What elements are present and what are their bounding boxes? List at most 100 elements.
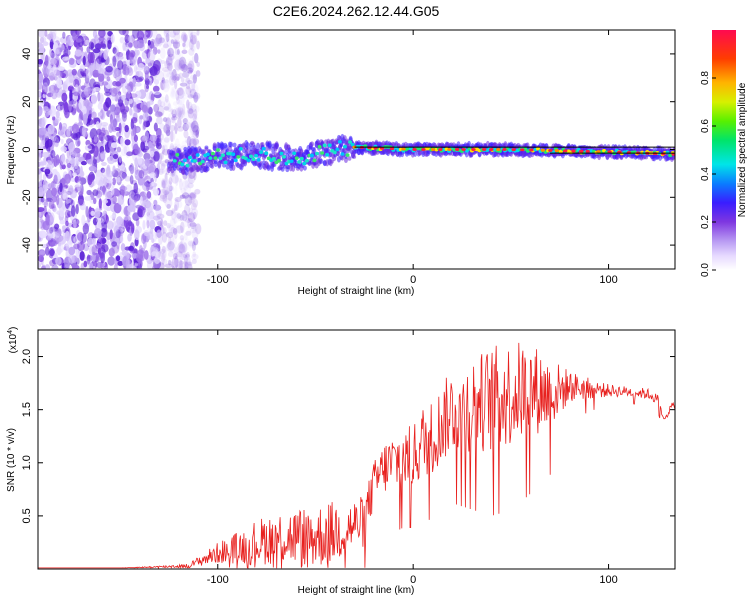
heatmap-noise-cell [93,36,99,42]
heatmap-ridge-core [221,153,226,157]
heatmap-noise-cell [134,157,138,168]
heatmap-noise-cell [44,264,51,269]
heatmap-noise-cell [176,126,184,132]
heatmap-noise-cell [167,47,175,58]
heatmap-noise-cell [164,177,169,184]
heatmap-noise-cell [190,132,196,138]
heatmap-noise-cell [113,135,118,142]
spectrogram-x-label: Height of straight line (km) [298,286,415,297]
heatmap-noise-cell [173,216,177,225]
heatmap-ridge-halo [302,155,307,160]
heatmap-noise-cell [114,221,119,227]
heatmap-noise-cell [153,199,158,206]
heatmap-noise-cell [187,240,196,247]
heatmap-noise-cell [51,116,56,121]
heatmap-noise-cell [167,243,174,252]
heatmap-noise-cell [113,168,122,178]
heatmap-noise-cell [173,39,178,50]
heatmap-noise-cell [73,219,77,229]
heatmap-noise-cell [176,87,184,96]
heatmap-noise-cell [124,139,131,146]
heatmap-noise-cell [161,77,165,84]
heatmap-noise-cell [188,39,194,50]
heatmap-noise-cell [192,198,199,208]
heatmap-ridge-core [350,142,355,147]
heatmap-noise-cell [160,160,168,167]
heatmap-noise-cell [86,46,91,54]
heatmap-noise-cell [66,126,71,139]
heatmap-noise-cell [196,30,200,36]
heatmap-noise-cell [81,125,86,137]
heatmap-noise-cell [190,31,198,38]
heatmap-noise-cell [161,252,165,265]
heatmap-noise-cell [173,49,181,61]
heatmap-noise-cell [181,61,189,69]
heatmap-noise-cell [157,220,163,226]
heatmap-noise-cell [130,223,135,234]
heatmap-noise-cell [187,69,193,75]
heatmap-ridge-core [317,144,322,149]
heatmap-peak-cell [412,148,417,151]
heatmap-noise-cell [176,251,183,258]
heatmap-noise-cell [169,124,176,132]
heatmap-noise-cell [153,204,162,211]
heatmap-noise-cell [155,218,164,224]
heatmap-noise-cell [65,220,69,227]
heatmap-noise-cell [118,122,122,134]
heatmap-noise-cell [42,41,49,47]
heatmap-noise-cell [38,255,44,263]
heatmap-noise-cell [92,30,98,39]
heatmap-noise-cell [175,89,180,101]
heatmap-ridge-core [205,152,210,157]
heatmap-noise-cell [184,256,192,268]
heatmap-noise-cell [111,220,120,232]
heatmap-noise-cell [102,237,106,244]
heatmap-noise-cell [187,60,195,73]
heatmap-noise-cell [120,202,126,215]
heatmap-noise-cell [189,32,193,43]
heatmap-noise-cell [174,185,178,196]
heatmap-noise-cell [184,194,193,206]
y-tick-label: 1.0 [21,455,33,470]
heatmap-noise-cell [95,121,100,128]
heatmap-noise-cell [192,73,197,84]
heatmap-noise-cell [179,235,185,241]
heatmap-noise-cell [195,135,199,145]
heatmap-noise-cell [146,202,154,214]
heatmap-noise-cell [58,122,63,131]
heatmap-noise-cell [50,204,56,209]
heatmap-noise-cell [188,106,194,115]
heatmap-noise-cell [137,208,143,218]
heatmap-noise-cell [182,103,186,116]
heatmap-noise-cell [164,177,168,186]
heatmap-noise-cell [166,39,172,48]
heatmap-noise-cell [134,164,139,175]
heatmap-noise-cell [90,210,95,217]
heatmap-noise-cell [59,182,63,193]
heatmap-noise-cell [99,252,104,259]
heatmap-noise-cell [65,158,69,164]
heatmap-noise-cell [163,106,170,111]
heatmap-noise-cell [102,176,108,186]
heatmap-noise-cell [117,60,124,71]
heatmap-noise-cell [182,180,189,191]
heatmap-noise-cell [177,200,183,209]
heatmap-noise-cell [137,156,143,165]
heatmap-noise-cell [96,128,102,136]
heatmap-ridge-halo [185,165,190,172]
heatmap-noise-cell [188,138,197,149]
heatmap-noise-cell [170,71,175,81]
heatmap-noise-cell [61,56,70,61]
heatmap-noise-cell [187,101,193,111]
heatmap-noise-cell [38,207,45,213]
heatmap-noise-cell [81,214,86,226]
heatmap-noise-cell [172,224,180,235]
heatmap-noise-cell [165,116,170,129]
heatmap-noise-cell [94,43,102,50]
heatmap-noise-cell [71,123,80,134]
heatmap-noise-cell [161,138,169,148]
heatmap-noise-cell [79,250,85,261]
heatmap-noise-cell [162,193,168,204]
heatmap-noise-cell [165,77,171,90]
heatmap-noise-cell [164,159,169,164]
